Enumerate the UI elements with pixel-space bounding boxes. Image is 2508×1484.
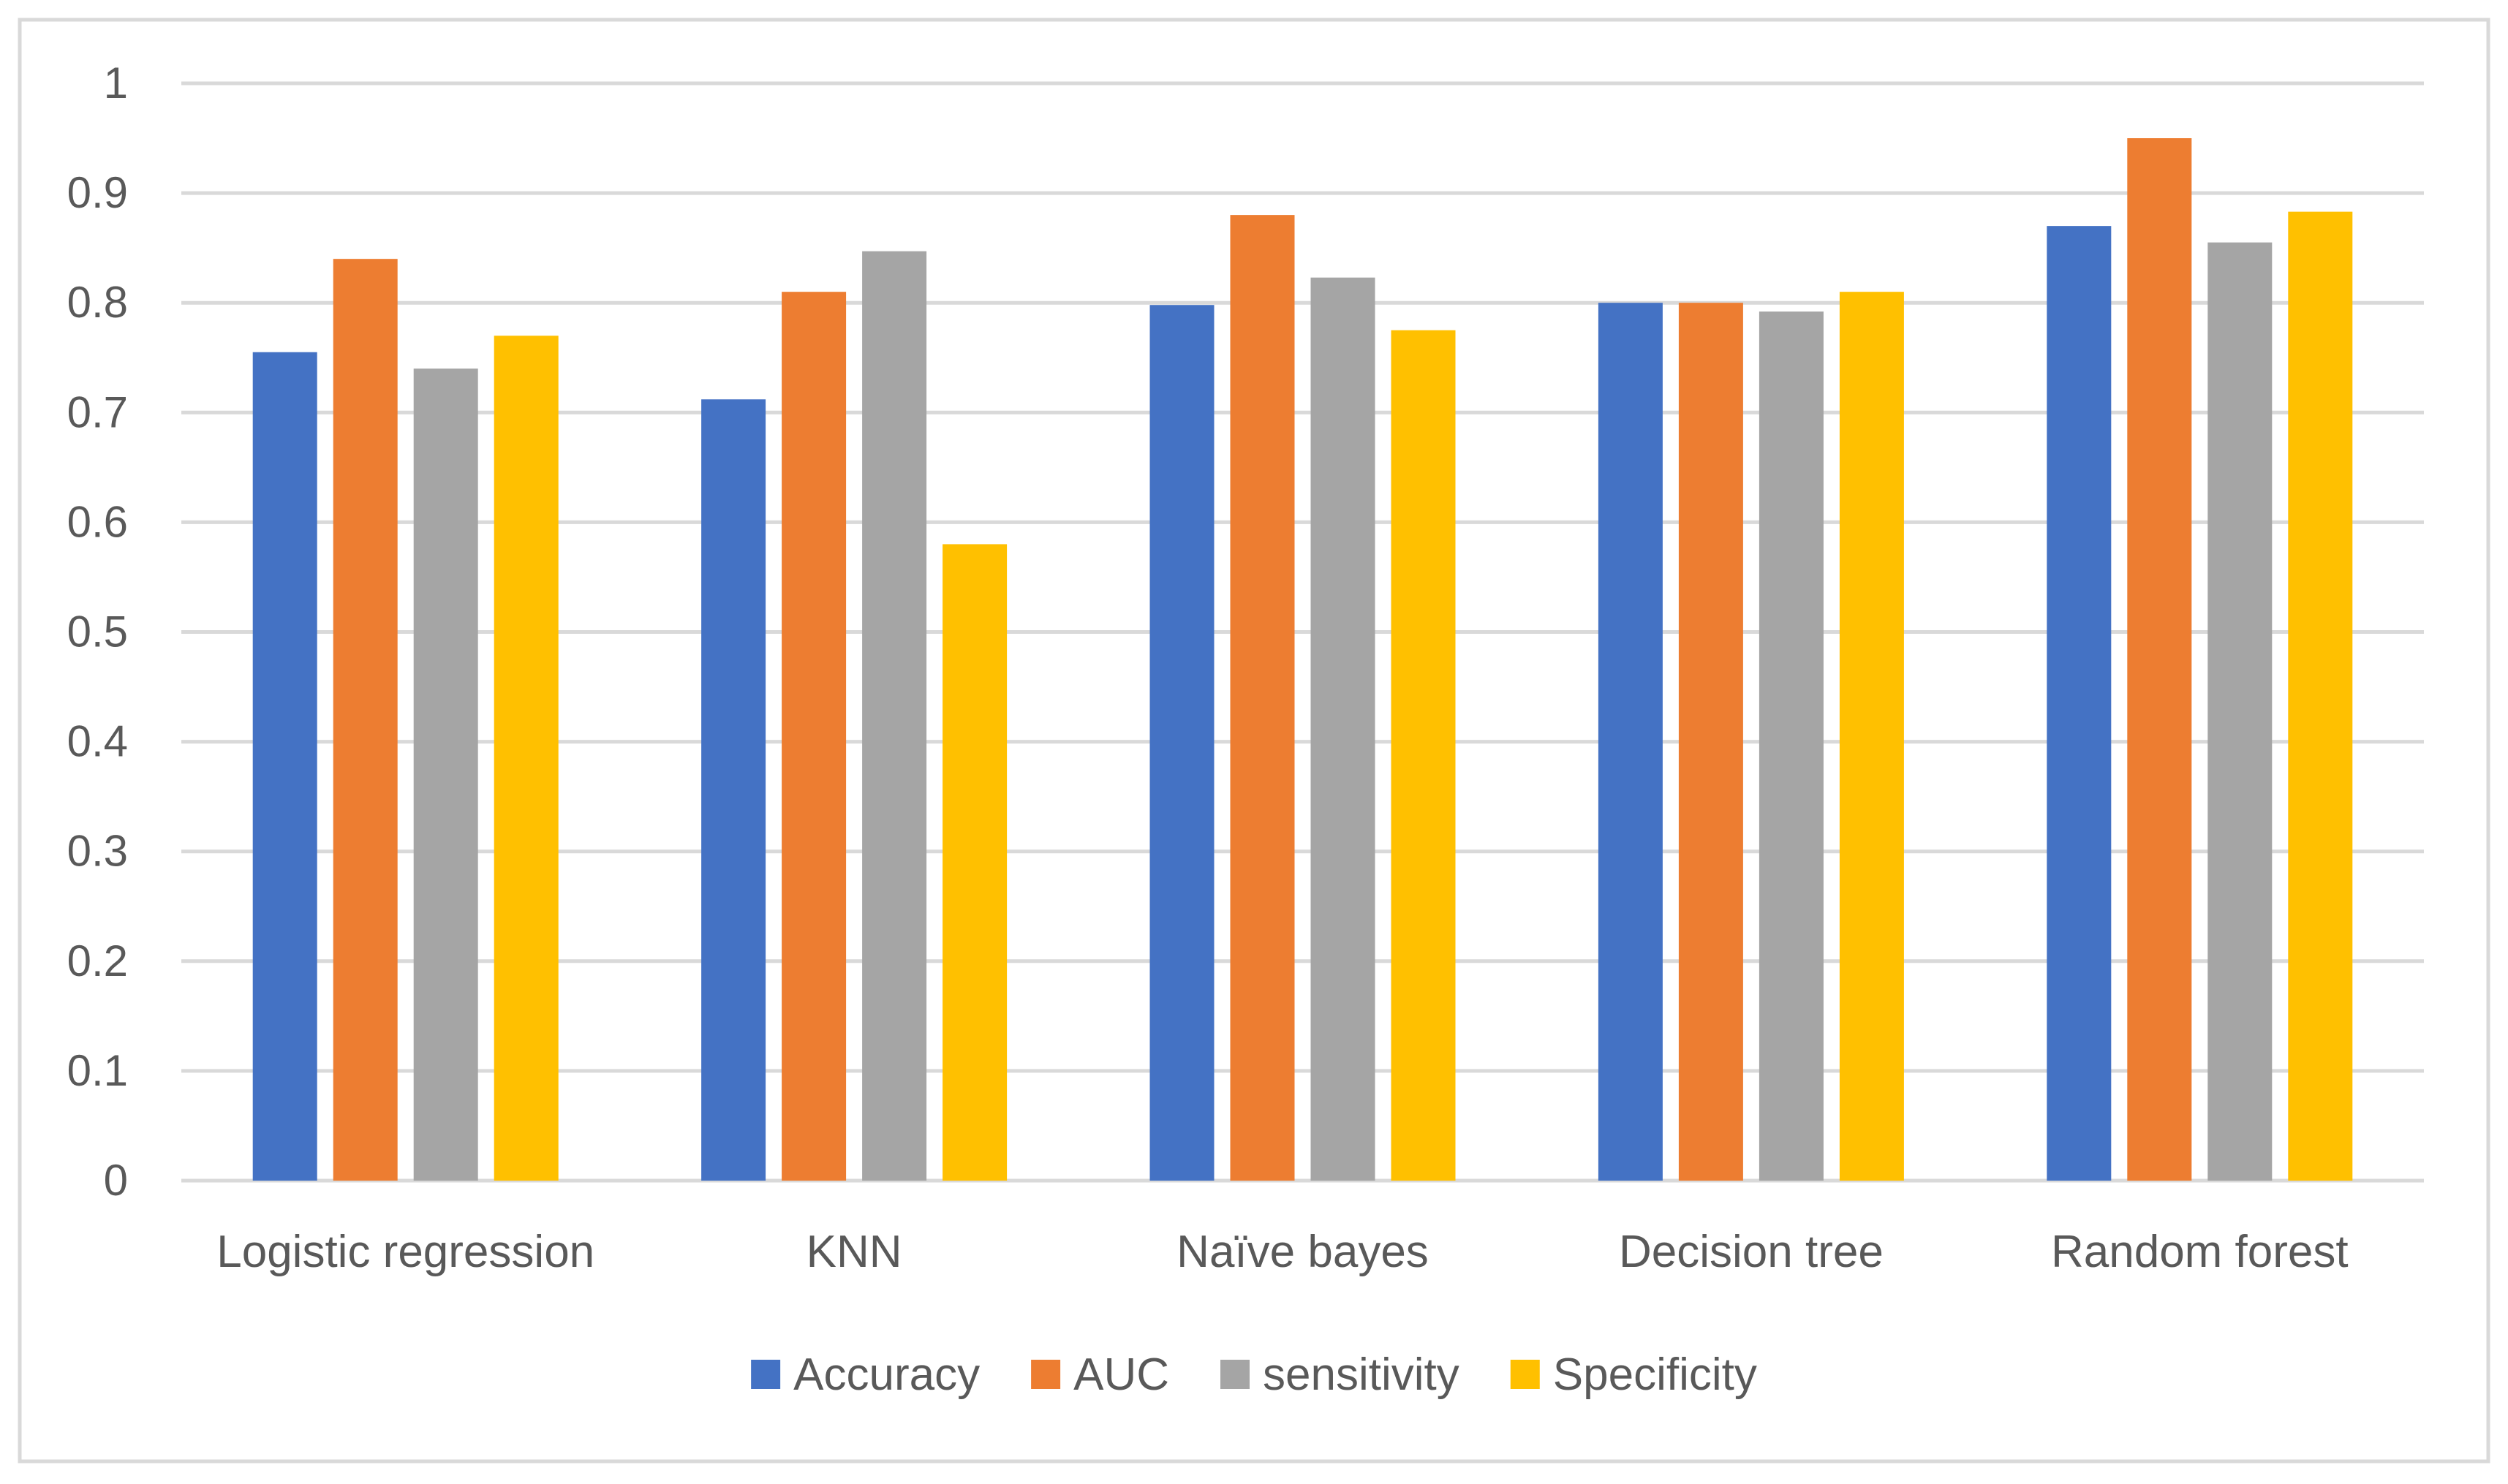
bar-accuracy-3: [1598, 303, 1663, 1181]
x-axis-category-labels: Logistic regression KNN Naïve bayes Decisio…: [216, 1227, 2348, 1277]
bar-sensitivity-0: [413, 368, 478, 1181]
x-category-label: KNN: [807, 1227, 902, 1277]
legend-item-sensitivity: sensitivity: [1220, 1349, 1459, 1400]
legend-swatch: [1031, 1360, 1061, 1389]
legend-swatch: [751, 1360, 781, 1389]
legend-label: Specificity: [1553, 1349, 1757, 1400]
legend-label: sensitivity: [1263, 1349, 1459, 1400]
bars: [252, 138, 2353, 1181]
legend-item-accuracy: Accuracy: [751, 1349, 980, 1400]
x-category-label: Random forest: [2051, 1227, 2349, 1277]
y-axis-tick-labels: 0 0.1 0.2 0.3 0.4 0.5 0.6 0.7 0.8 0.9 1: [67, 58, 128, 1205]
bar-specificity-4: [2288, 211, 2353, 1181]
legend-label: AUC: [1073, 1349, 1169, 1400]
bar-specificity-0: [494, 336, 559, 1181]
y-tick-label: 0.5: [67, 607, 128, 656]
x-category-label: Naïve bayes: [1176, 1227, 1429, 1277]
bar-auc-2: [1230, 215, 1295, 1181]
y-tick-label: 0: [104, 1156, 128, 1205]
legend-swatch: [1510, 1360, 1540, 1389]
bar-sensitivity-1: [862, 251, 927, 1181]
y-tick-label: 0.1: [67, 1046, 128, 1095]
bar-auc-4: [2127, 138, 2192, 1181]
bar-specificity-1: [943, 544, 1008, 1181]
bar-sensitivity-2: [1310, 277, 1375, 1181]
x-category-label: Decision tree: [1619, 1227, 1884, 1277]
bar-accuracy-2: [1149, 305, 1215, 1181]
bar-sensitivity-4: [2207, 242, 2273, 1181]
bar-accuracy-0: [252, 352, 317, 1181]
bar-specificity-3: [1839, 292, 1904, 1181]
bar-auc-0: [333, 259, 398, 1181]
legend-item-auc: AUC: [1031, 1349, 1169, 1400]
y-tick-label: 0.3: [67, 827, 128, 876]
legend-item-specificity: Specificity: [1510, 1349, 1757, 1400]
y-tick-label: 0.7: [67, 387, 128, 436]
y-tick-label: 0.4: [67, 717, 128, 766]
y-tick-label: 1: [104, 58, 128, 107]
bar-specificity-2: [1391, 330, 1456, 1181]
legend-swatch: [1220, 1360, 1250, 1389]
legend-label: Accuracy: [793, 1349, 980, 1400]
legend: Accuracy AUC sensitivity Specificity: [751, 1349, 1757, 1400]
x-category-label: Logistic regression: [216, 1227, 594, 1277]
bar-accuracy-4: [2047, 226, 2112, 1181]
bar-auc-1: [782, 292, 847, 1181]
bar-sensitivity-3: [1759, 311, 1824, 1181]
y-tick-label: 0.8: [67, 278, 128, 327]
y-tick-label: 0.6: [67, 497, 128, 546]
bar-auc-3: [1678, 303, 1743, 1181]
bar-accuracy-1: [701, 399, 766, 1181]
y-tick-label: 0.9: [67, 168, 128, 217]
y-tick-label: 0.2: [67, 936, 128, 985]
